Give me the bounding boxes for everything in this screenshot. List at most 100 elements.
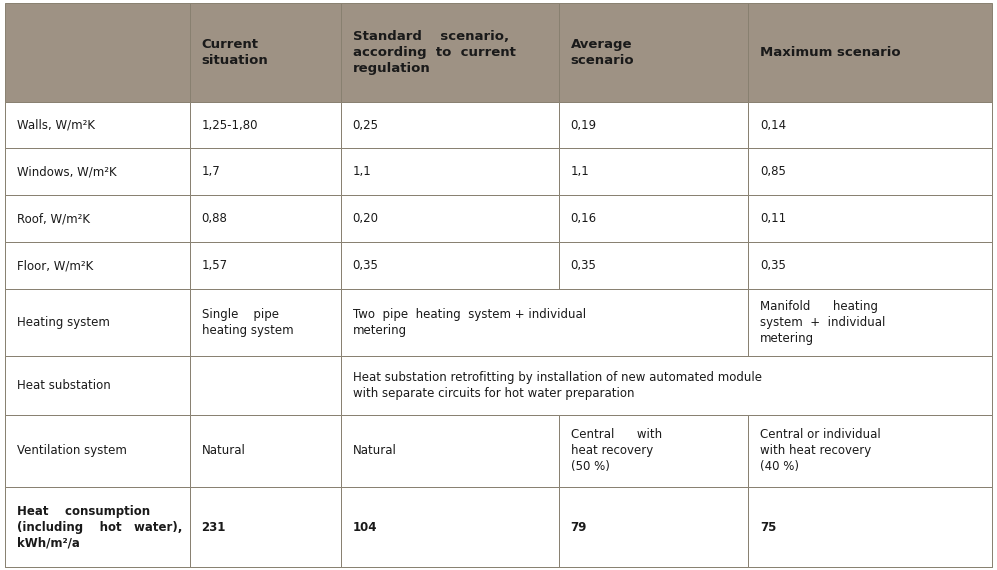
Bar [748,487,992,567]
Bar [341,148,558,196]
Bar [5,415,189,487]
Bar [558,196,748,242]
Text: 0,14: 0,14 [760,119,787,132]
Bar [189,101,341,148]
Bar [558,101,748,148]
Bar [558,415,748,487]
Bar [558,289,748,356]
Bar [558,242,748,289]
Bar [341,356,992,415]
Bar [748,487,992,567]
Bar [189,415,341,487]
Text: 1,1: 1,1 [353,165,371,178]
Text: Natural: Natural [201,445,245,457]
Bar [748,196,992,242]
Bar [558,101,748,148]
Text: Heat substation: Heat substation [17,378,111,392]
Text: 0,85: 0,85 [760,165,786,178]
Text: 1,7: 1,7 [201,165,220,178]
Bar [341,148,558,196]
Bar [189,487,341,567]
Text: Central or individual
with heat recovery
(40 %): Central or individual with heat recovery… [760,429,881,474]
Bar [5,487,189,567]
Bar [189,101,341,148]
Bar [558,196,748,242]
Bar [5,487,189,567]
Bar [189,356,341,415]
Bar [341,101,558,148]
Bar [341,3,558,101]
Bar [748,242,992,289]
Bar [5,101,189,148]
Bar [748,415,992,487]
Text: 0,25: 0,25 [353,119,379,132]
Text: Floor, W/m²K: Floor, W/m²K [17,259,93,272]
Text: Heat substation retrofitting by installation of new automated module
with separa: Heat substation retrofitting by installa… [353,370,762,400]
Text: Maximum scenario: Maximum scenario [760,46,901,59]
Text: Heat    consumption
(including    hot   water),
kWh/m²/a: Heat consumption (including hot water), … [17,504,182,549]
Bar [558,487,748,567]
Bar [5,101,189,148]
Text: 1,57: 1,57 [201,259,227,272]
Bar [5,356,189,415]
Bar [341,242,558,289]
Text: Windows, W/m²K: Windows, W/m²K [17,165,117,178]
Bar [5,289,189,356]
Text: Manifold      heating
system  +  individual
metering: Manifold heating system + individual met… [760,300,885,345]
Bar [341,487,558,567]
Bar [748,289,992,356]
Text: Walls, W/m²K: Walls, W/m²K [17,119,95,132]
Bar [5,289,189,356]
Bar [189,415,341,487]
Bar [341,101,558,148]
Text: Single    pipe
heating system: Single pipe heating system [201,308,293,337]
Bar [5,415,189,487]
Bar [748,3,992,101]
Bar [5,148,189,196]
Bar [189,148,341,196]
Text: 1,1: 1,1 [570,165,589,178]
Text: Roof, W/m²K: Roof, W/m²K [17,212,90,225]
Bar [189,242,341,289]
Text: 0,16: 0,16 [570,212,597,225]
Bar [341,356,558,415]
Text: Natural: Natural [353,445,397,457]
Text: 0,11: 0,11 [760,212,787,225]
Text: Two  pipe  heating  system + individual
metering: Two pipe heating system + individual met… [353,308,585,337]
Bar [5,196,189,242]
Bar [748,148,992,196]
Bar [341,487,558,567]
Bar [341,289,558,356]
Text: Average
scenario: Average scenario [570,38,634,67]
Bar [189,242,341,289]
Text: Ventilation system: Ventilation system [17,445,127,457]
Text: 0,35: 0,35 [353,259,379,272]
Bar [558,356,748,415]
Bar [189,196,341,242]
Bar [748,196,992,242]
Bar [189,356,341,415]
Text: 0,19: 0,19 [570,119,597,132]
Bar [748,101,992,148]
Text: 104: 104 [353,520,377,534]
Bar [558,148,748,196]
Text: Current
situation: Current situation [201,38,268,67]
Bar [558,415,748,487]
Bar [748,101,992,148]
Bar [5,356,189,415]
Bar [558,487,748,567]
Bar [558,148,748,196]
Bar [341,196,558,242]
Bar [5,242,189,289]
Bar [5,196,189,242]
Bar [189,487,341,567]
Bar [341,289,748,356]
Text: 0,88: 0,88 [201,212,227,225]
Text: 75: 75 [760,520,777,534]
Bar [5,242,189,289]
Bar [189,196,341,242]
Bar [558,3,748,101]
Text: Heating system: Heating system [17,316,110,329]
Text: 1,25-1,80: 1,25-1,80 [201,119,258,132]
Bar [558,242,748,289]
